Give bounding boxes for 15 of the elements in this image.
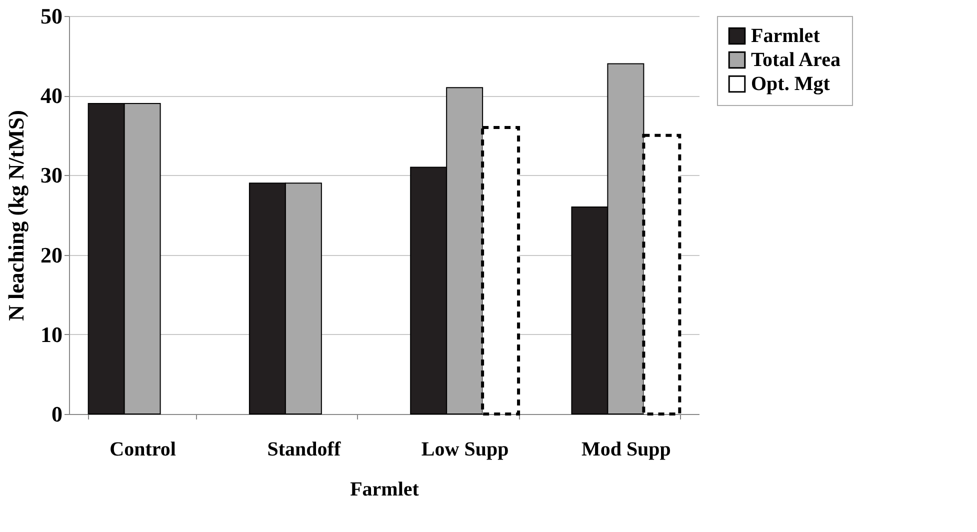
y-tick-label: 0 xyxy=(52,402,62,426)
x-tick-label: Control xyxy=(110,438,176,460)
y-tick-label: 30 xyxy=(40,162,62,188)
y-tick-label: 20 xyxy=(40,242,62,268)
x-tick-label: Low Supp xyxy=(421,438,509,460)
legend-label: Opt. Mgt xyxy=(751,73,830,95)
x-axis-title: Farmlet xyxy=(350,478,420,500)
y-axis-title: N leaching (kg N/tMS) xyxy=(4,110,28,321)
legend-label: Farmlet xyxy=(751,25,820,47)
y-tick-label: 50 xyxy=(40,4,62,28)
x-tick-label: Mod Supp xyxy=(581,438,671,460)
x-tick-label: Standoff xyxy=(267,438,341,460)
y-tick-label: 40 xyxy=(40,83,62,108)
y-tick-label: 10 xyxy=(40,322,62,347)
legend-label: Total Area xyxy=(751,49,840,71)
